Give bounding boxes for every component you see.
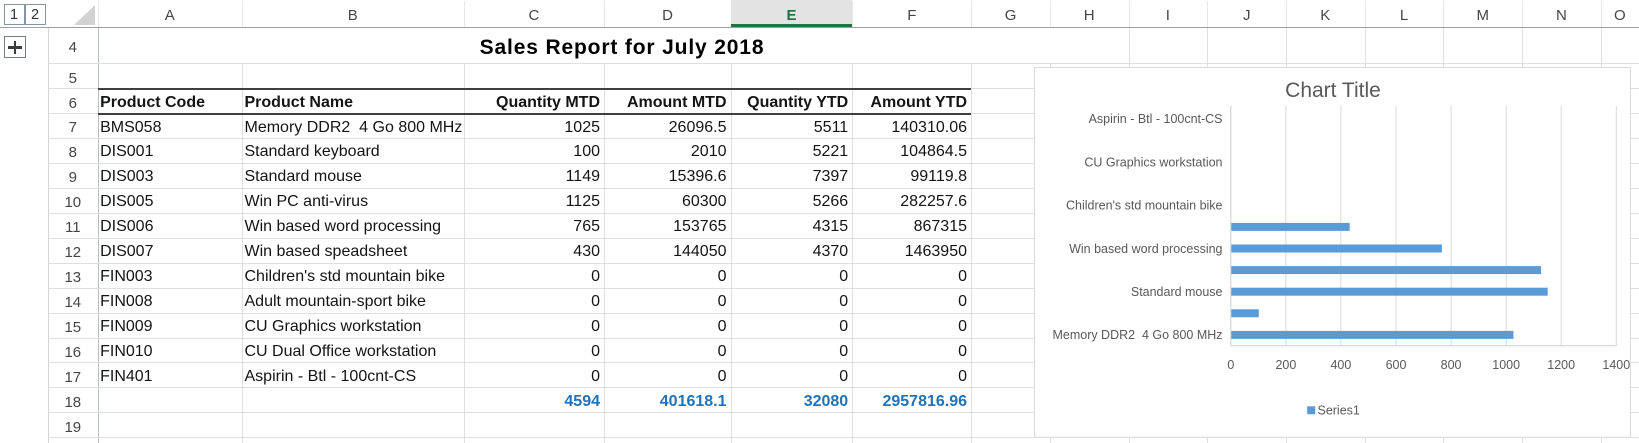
svg-text:Win based word processing: Win based word processing xyxy=(1069,241,1222,255)
svg-text:1000: 1000 xyxy=(1492,357,1520,371)
svg-text:800: 800 xyxy=(1440,357,1461,371)
svg-text:1400: 1400 xyxy=(1602,357,1630,371)
svg-text:600: 600 xyxy=(1385,357,1406,371)
svg-text:Series1: Series1 xyxy=(1317,403,1359,417)
svg-text:Aspirin - Btl - 100cnt-CS: Aspirin - Btl - 100cnt-CS xyxy=(1088,112,1222,126)
svg-text:Memory DDR2 4 Go 800 MHz: Memory DDR2 4 Go 800 MHz xyxy=(1052,328,1222,342)
svg-text:1200: 1200 xyxy=(1547,357,1575,371)
svg-text:200: 200 xyxy=(1275,357,1296,371)
svg-text:CU Graphics workstation: CU Graphics workstation xyxy=(1084,155,1222,169)
svg-text:Chart Title: Chart Title xyxy=(1285,78,1381,101)
svg-text:400: 400 xyxy=(1330,357,1351,371)
svg-text:Standard mouse: Standard mouse xyxy=(1131,284,1223,298)
svg-text:Children's std mountain bike: Children's std mountain bike xyxy=(1066,198,1222,212)
svg-text:0: 0 xyxy=(1227,357,1234,371)
